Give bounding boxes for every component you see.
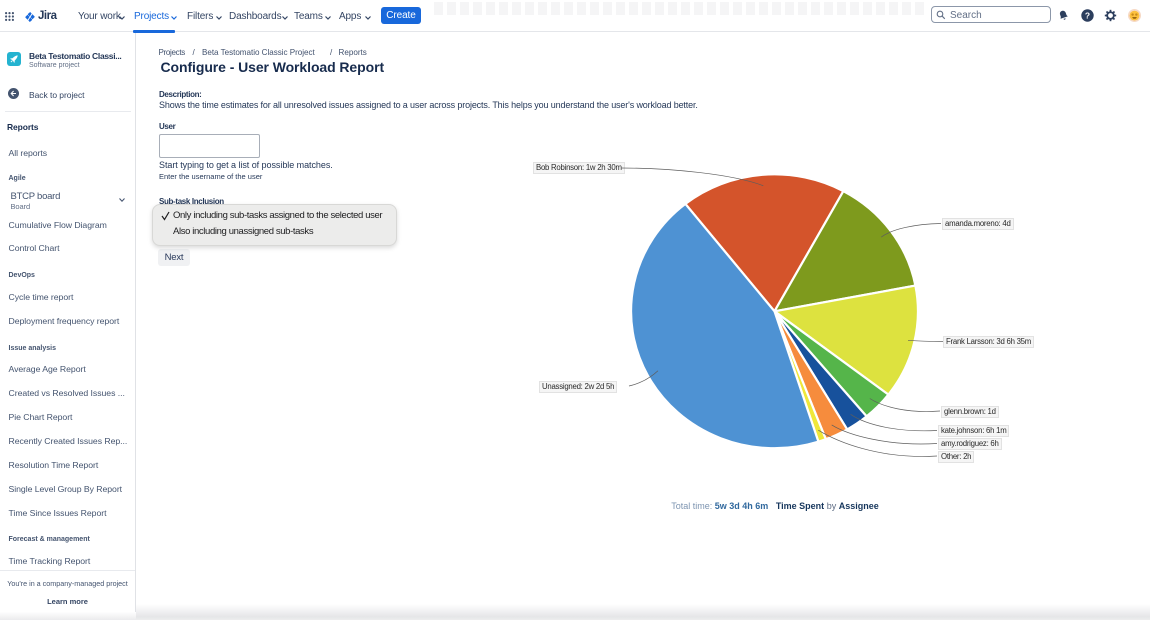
svg-text:?: ? (1085, 11, 1090, 21)
